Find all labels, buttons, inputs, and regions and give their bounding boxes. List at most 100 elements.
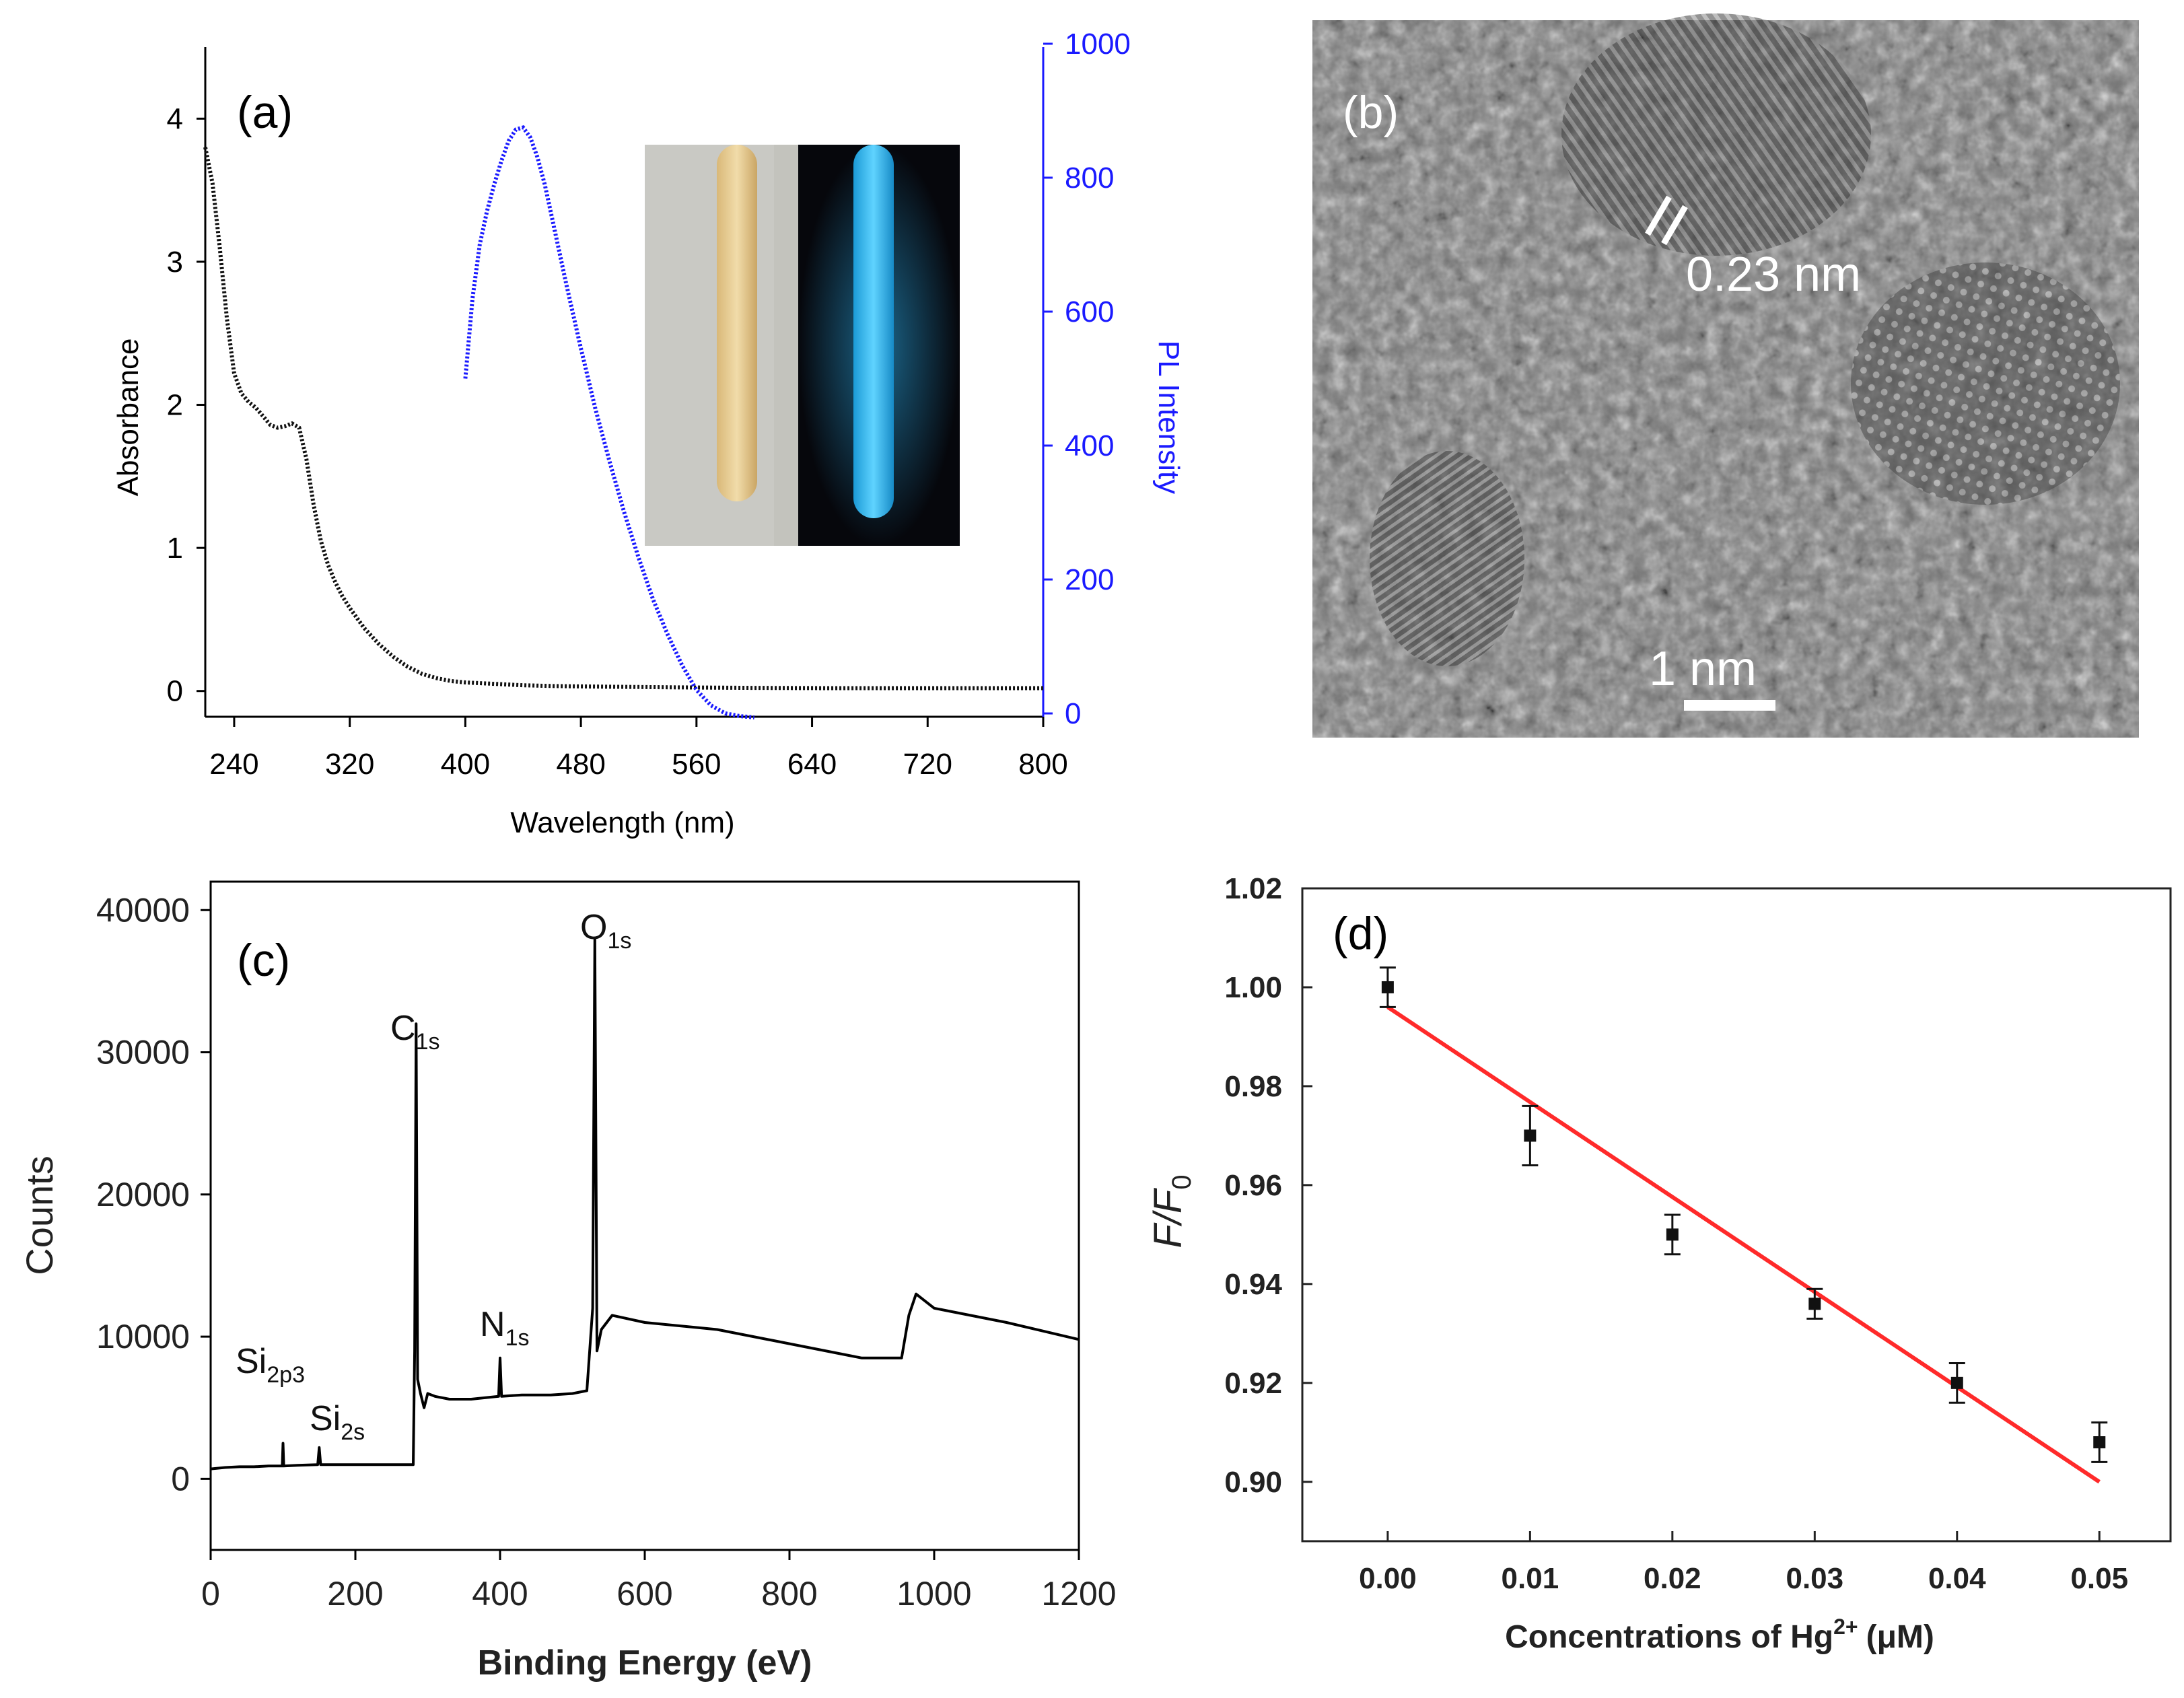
panel-c-x-tick-label: 200 [327, 1575, 383, 1613]
panel-a-y-tick-label: 2 [167, 389, 183, 422]
panel-a: (a) 240 320 400 480 560 640 720 800 0 1 2 3 4 0 200 4… [112, 28, 1185, 839]
data-point [1522, 1104, 1539, 1167]
panel-a-y2-tick-label: 800 [1065, 162, 1114, 194]
point-marker [1524, 1129, 1537, 1142]
panel-d: 0.00 0.01 0.02 0.03 0.04 0.05 0.900.920.940.9… [1146, 872, 2172, 1655]
data-point [1948, 1361, 1965, 1404]
panel-d-y-tick-label: 0.96 [1224, 1169, 1282, 1202]
panel-a-y-tick-label: 3 [167, 246, 183, 279]
panel-a-x-tick-label: 720 [903, 748, 952, 781]
vial-photo-inset [645, 145, 960, 546]
panel-d-x-tick-label: 0.04 [1928, 1562, 1986, 1595]
panel-a-x-tick-label: 480 [556, 748, 605, 781]
panel-d-y-label: F/F0 [1146, 1174, 1197, 1248]
data-point [1664, 1213, 1681, 1256]
panel-a-y2-tick-label: 600 [1065, 295, 1114, 328]
panel-a-label: (a) [237, 87, 293, 138]
panel-a-y2-ticks: 0 200 400 600 800 1000 [1043, 28, 1131, 730]
panel-d-y-tick-label: 1.02 [1224, 872, 1282, 905]
scale-bar [1684, 700, 1775, 711]
panel-d-y-tick-label: 0.98 [1224, 1070, 1282, 1103]
panel-c-y-ticks: 0 10000 20000 30000 40000 [96, 891, 211, 1497]
panel-c-x-tick-label: 0 [201, 1575, 220, 1613]
panel-d-y-tick-label: 1.00 [1224, 971, 1282, 1004]
panel-d-x-label: Concentrations of Hg2+ (μM) [1505, 1615, 1934, 1655]
data-points [1379, 966, 2108, 1463]
panel-b-label: (b) [1343, 87, 1399, 138]
panel-c-label: (c) [237, 935, 290, 986]
scale-bar-label: 1 nm [1649, 642, 1757, 696]
panel-d-y-tick-label: 0.90 [1224, 1466, 1282, 1499]
peak-label: Si2p3 [236, 1342, 305, 1388]
point-marker [1808, 1298, 1821, 1310]
peak-label: Si2s [310, 1399, 365, 1445]
panel-a-y2-tick-label: 0 [1065, 697, 1081, 730]
panel-a-x-tick-label: 400 [441, 748, 490, 781]
panel-c-x-tick-label: 1000 [896, 1575, 971, 1613]
data-point [1379, 966, 1396, 1008]
panel-c: 0 200 400 600 800 1000 1200 0 10000 20000 30000 40… [18, 880, 1117, 1683]
panel-a-x-tick-label: 320 [325, 748, 374, 781]
linear-fit-line [1386, 1005, 2101, 1484]
point-marker [1666, 1228, 1679, 1241]
pl-intensity-curve [463, 125, 754, 719]
panel-c-y-tick-label: 0 [171, 1460, 190, 1497]
panel-c-x-label: Binding Energy (eV) [478, 1643, 812, 1683]
panel-c-y-tick-label: 20000 [96, 1176, 190, 1213]
panel-d-frame [1301, 887, 2172, 1543]
panel-c-y-tick-label: 40000 [96, 891, 190, 929]
panel-d-x-tick-label: 0.03 [1786, 1562, 1843, 1595]
panel-d-y-ticks: 0.90 0.92 0.94 0.96 0.98 1.00 1.02 [1224, 872, 1312, 1499]
panel-c-y-tick-label: 10000 [96, 1318, 190, 1355]
panel-c-x-tick-label: 1200 [1041, 1575, 1116, 1613]
panel-d-x-tick-label: 0.02 [1644, 1562, 1701, 1595]
panel-c-x-tick-label: 400 [472, 1575, 528, 1613]
panel-d-x-label-unit: (μM) [1866, 1619, 1934, 1655]
panel-c-x-tick-label: 600 [617, 1575, 672, 1613]
point-marker [2093, 1436, 2106, 1449]
panel-a-y-label: Absorbance [112, 339, 145, 497]
panel-a-y-ticks: 0 1 2 3 4 [167, 102, 205, 708]
panel-d-x-ticks: 0.00 0.01 0.02 0.03 0.04 0.05 [1359, 1531, 2128, 1595]
panel-a-y-tick-label: 4 [167, 102, 183, 135]
peak-label: O1s [580, 908, 631, 954]
xps-survey-line [210, 937, 1080, 1471]
panel-d-label: (d) [1333, 908, 1388, 959]
panel-c-frame [209, 880, 1080, 1551]
panel-d-x-tick-label: 0.01 [1502, 1562, 1559, 1595]
point-marker [1381, 981, 1394, 993]
panel-c-y-label: Counts [18, 1156, 61, 1275]
panel-a-y-tick-label: 0 [167, 675, 183, 708]
panel-c-x-ticks: 0 200 400 600 800 1000 1200 [201, 1550, 1117, 1613]
lattice-region-3 [1370, 451, 1524, 666]
point-marker [1950, 1376, 1963, 1389]
panel-a-x-tick-label: 240 [209, 748, 258, 781]
panel-c-y-tick-label: 30000 [96, 1034, 190, 1071]
panel-d-x-tick-label: 0.05 [2070, 1562, 2128, 1595]
peak-label: N1s [480, 1305, 529, 1351]
peak-label: C1s [390, 1009, 439, 1055]
panel-a-x-label: Wavelength (nm) [510, 806, 734, 839]
absorbance-curve [203, 147, 1043, 691]
panel-d-x-tick-label: 0.00 [1359, 1562, 1417, 1595]
panel-a-x-ticks: 240 320 400 480 560 640 720 800 [209, 717, 1068, 781]
panel-c-x-tick-label: 800 [761, 1575, 817, 1613]
data-point [1806, 1287, 1823, 1320]
lattice-marker [1645, 195, 1672, 236]
panel-a-y2-tick-label: 1000 [1065, 28, 1131, 61]
panel-d-y-tick-label: 0.94 [1224, 1268, 1282, 1301]
panel-d-y-label-main: F/F [1146, 1187, 1190, 1248]
panel-a-x-tick-label: 640 [787, 748, 837, 781]
panel-a-y2-tick-label: 200 [1065, 563, 1114, 596]
panel-a-x-tick-label: 800 [1018, 748, 1067, 781]
lattice-spacing-annotation: 0.23 nm [1686, 248, 1861, 302]
data-point [2091, 1421, 2108, 1463]
panel-d-x-label-sup: 2+ [1833, 1615, 1858, 1639]
lattice-region-1 [1561, 13, 1871, 256]
panel-d-x-label-main: Concentrations of Hg [1505, 1619, 1833, 1655]
panel-a-x-tick-label: 560 [672, 748, 721, 781]
panel-d-y-label-sub: 0 [1167, 1174, 1197, 1189]
panel-d-y-tick-label: 0.92 [1224, 1367, 1282, 1400]
